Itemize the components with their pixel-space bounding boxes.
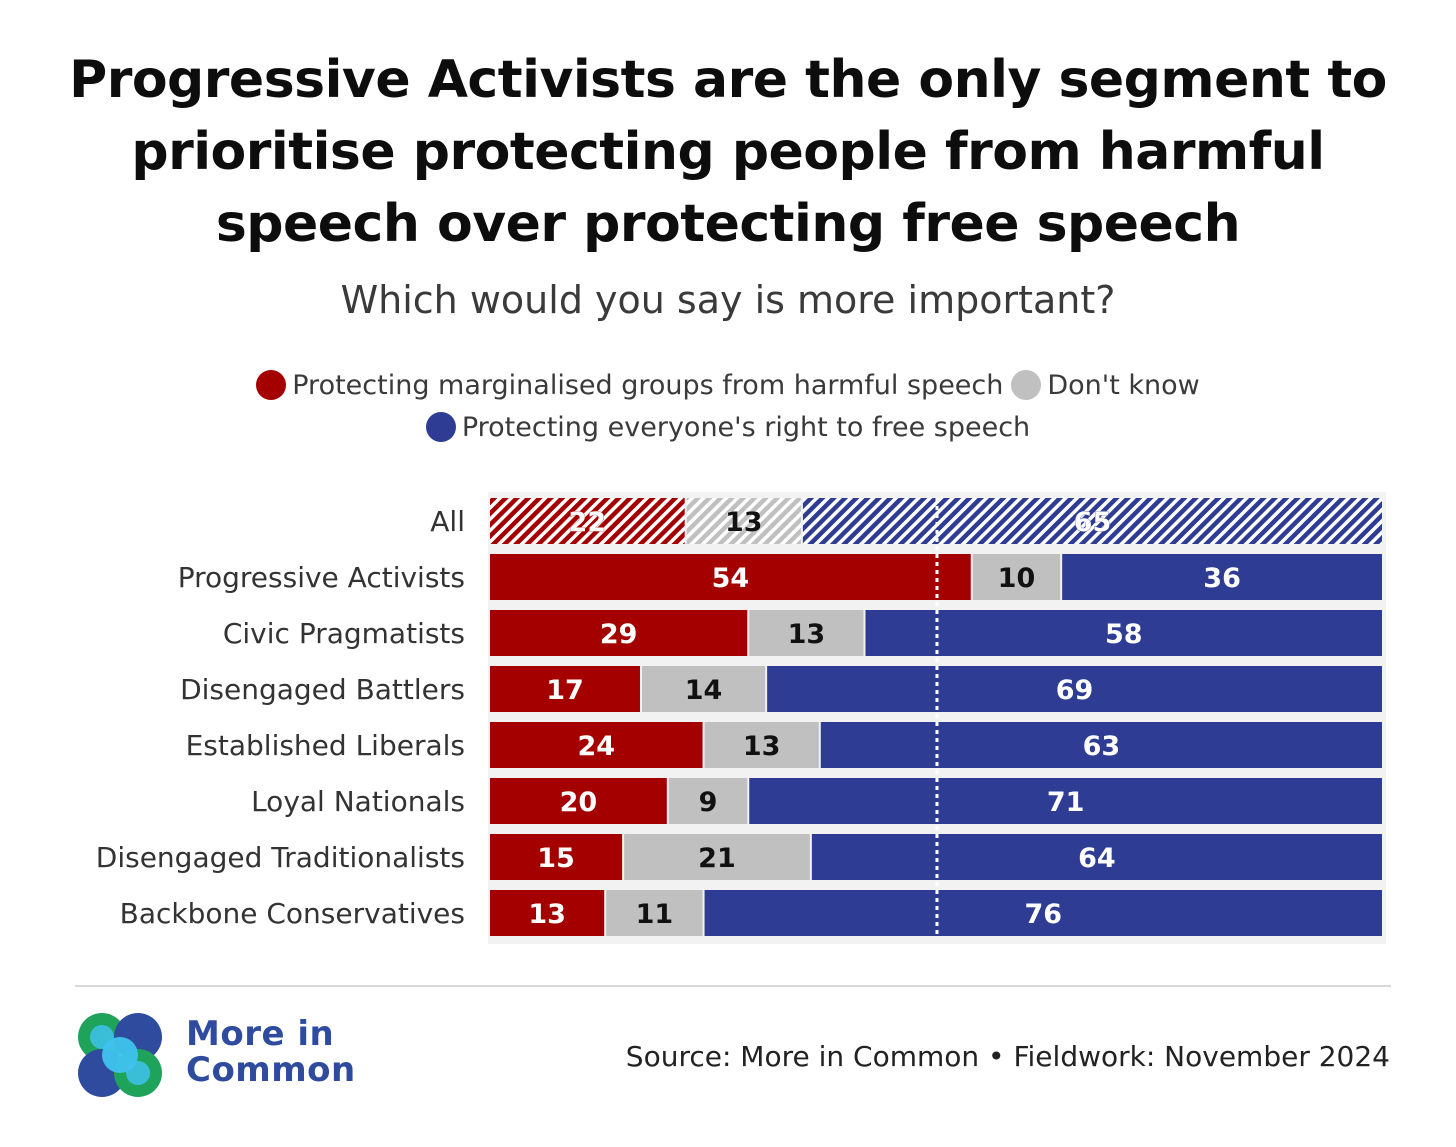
bar-segment-dont_know [704,722,819,768]
data-label-free_speech: 64 [1078,843,1116,874]
data-label-dont_know: 13 [788,619,826,650]
bar-segment-dont_know [686,498,801,544]
bar-segment-free_speech [865,610,1382,656]
bar-segment-harmful [490,834,623,880]
bar-row: All 22 13 65 [430,498,1382,544]
bar-segment-harmful [490,890,605,936]
stacked-bar-chart: All 22 13 65 Progressive Activists 54 10 36 Civi… [96,492,1386,944]
bar-row: Progressive Activists 54 10 36 [178,554,1382,600]
legend-item-dont-know: Don't know [1011,369,1200,401]
data-label-dont_know: 13 [743,731,781,762]
bar-segment-harmful [490,554,971,600]
bar-segment-dont_know [749,610,864,656]
data-label-dont_know: 11 [636,899,674,930]
data-label-harmful: 54 [712,563,750,594]
data-label-harmful: 17 [546,675,584,706]
more-in-common-logo-icon [78,1013,162,1097]
bar-segment-dont_know [668,778,748,824]
brand-name: More in Common [186,1016,356,1088]
bar-segment-free_speech [811,834,1382,880]
legend-swatch-free-speech [425,412,456,442]
category-label: Loyal Nationals [251,785,465,818]
bar-row: Disengaged Battlers 17 14 69 [180,666,1382,712]
bar-row: Civic Pragmatists 29 13 58 [223,610,1382,656]
bar-segment-dont_know [641,666,766,712]
bar-row: Backbone Conservatives 13 11 76 [120,890,1382,936]
data-label-harmful: 13 [528,899,566,930]
data-label-harmful: 15 [537,843,575,874]
category-label: All [430,505,465,538]
bar-segment-dont_know [606,890,703,936]
data-label-harmful: 22 [569,507,607,538]
data-label-free_speech: 76 [1024,899,1062,930]
legend-swatch-harmful [256,370,287,400]
category-label: Established Liberals [186,729,465,762]
bar-row: Loyal Nationals 20 9 71 [251,778,1382,824]
source-note: Source: More in Common • Fieldwork: Nove… [625,1040,1390,1073]
data-label-free_speech: 36 [1203,563,1241,594]
bar-segment-harmful [490,666,640,712]
category-label: Disengaged Battlers [180,673,465,706]
legend-swatch-dont-know [1011,370,1042,400]
legend-label-free-speech: Protecting everyone's right to free spee… [461,411,1031,443]
data-label-free_speech: 69 [1056,675,1094,706]
data-label-dont_know: 9 [699,787,718,818]
data-label-free_speech: 63 [1083,731,1121,762]
chart-subtitle: Which would you say is more important? [340,278,1116,322]
legend-row-2: Protecting everyone's right to free spee… [0,406,1456,448]
bar-segment-free_speech [704,890,1382,936]
legend: Protecting marginalised groups from harm… [0,364,1456,448]
bar-segment-dont_know [624,834,810,880]
legend-item-harmful: Protecting marginalised groups from harm… [256,370,1003,401]
bar-segment-free_speech [749,778,1382,824]
legend-label-harmful: Protecting marginalised groups from harm… [292,369,1004,401]
data-label-harmful: 20 [560,787,598,818]
bar-row: Disengaged Traditionalists 15 21 64 [96,834,1382,880]
brand-line-2: Common [186,1050,356,1090]
legend-row-1: Protecting marginalised groups from harm… [0,364,1456,406]
data-label-free_speech: 65 [1074,507,1112,538]
category-label: Disengaged Traditionalists [96,841,465,874]
data-label-dont_know: 14 [685,675,723,706]
data-label-dont_know: 13 [725,507,763,538]
bar-segment-dont_know [972,554,1061,600]
data-label-harmful: 29 [600,619,638,650]
bar-segment-free_speech [1062,554,1382,600]
bar-segment-harmful [490,610,748,656]
data-label-free_speech: 58 [1105,619,1143,650]
legend-item-free-speech: Protecting everyone's right to free spee… [425,411,1031,443]
data-label-free_speech: 71 [1047,787,1085,818]
data-label-harmful: 24 [577,731,615,762]
bar-segment-free_speech [820,722,1382,768]
bar-segment-harmful [490,498,685,544]
bar-segment-free_speech [802,498,1382,544]
legend-label-dont-know: Don't know [1047,369,1200,401]
bar-segment-free_speech [767,666,1382,712]
data-label-dont_know: 21 [698,843,736,874]
chart-title: Progressive Activists are the only segme… [69,50,1387,254]
brand-line-1: More in [186,1014,335,1054]
category-label: Progressive Activists [178,561,465,594]
category-label: Backbone Conservatives [120,897,465,930]
bar-segment-harmful [490,778,667,824]
bar-row: Established Liberals 24 13 63 [186,722,1382,768]
bar-segment-harmful [490,722,703,768]
data-label-dont_know: 10 [998,563,1036,594]
category-label: Civic Pragmatists [223,617,465,650]
footer-divider [75,985,1391,987]
